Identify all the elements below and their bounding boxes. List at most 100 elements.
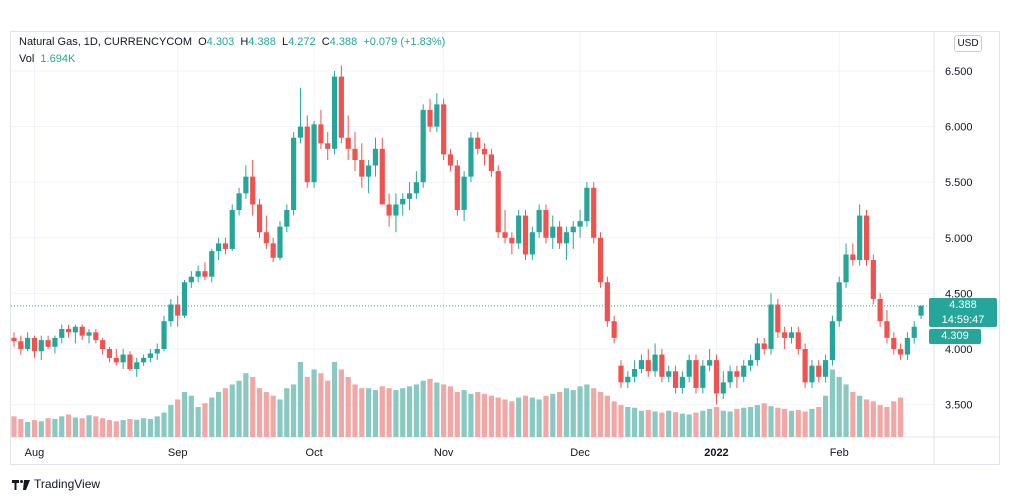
candle-body (86, 332, 92, 336)
volume-label[interactable]: Vol (19, 53, 35, 65)
candle-body (168, 304, 174, 322)
candle-body (904, 337, 911, 355)
candle-body (863, 215, 870, 261)
volume-bar (147, 418, 153, 437)
symbol-title[interactable]: Natural Gas, 1D, CURRENCYCOM (19, 36, 192, 48)
volume-bar (113, 421, 119, 437)
volume-bar (638, 410, 645, 437)
volume-bar (659, 412, 665, 437)
countdown-label: 14:59:47 (929, 313, 997, 327)
candle-body (202, 271, 208, 277)
candle-body (236, 193, 242, 210)
candle-body (570, 226, 576, 233)
candle-body (870, 260, 876, 299)
volume-bar (372, 390, 379, 437)
candle-body (195, 271, 201, 277)
volume-bar (775, 407, 781, 437)
candle-body (734, 371, 740, 377)
volume-bar (611, 401, 617, 437)
volume-bar (666, 410, 672, 437)
candle-body (488, 154, 494, 172)
open-label: O (198, 36, 207, 48)
volume-bar (434, 382, 440, 437)
candle-body (318, 124, 324, 144)
candle-body (632, 369, 638, 377)
volume-bar (168, 405, 174, 437)
volume-bar (481, 393, 488, 437)
currency-button[interactable]: USD (954, 35, 982, 52)
volume-bar (672, 412, 679, 437)
volume-bars (11, 361, 904, 437)
candle-body (516, 215, 522, 244)
candle-body (461, 176, 467, 210)
volume-bar (522, 395, 529, 437)
candle-body (11, 337, 17, 342)
volume-bar (243, 373, 249, 437)
candle-body (413, 182, 419, 194)
secondary-price-label: 4.309 (929, 329, 981, 344)
candle-body (311, 124, 317, 183)
volume-bar (536, 399, 542, 437)
candle-body (38, 340, 44, 352)
volume-bar (884, 406, 890, 437)
volume-bar (761, 403, 767, 437)
change-value: +0.079 (+1.83%) (363, 36, 446, 48)
candle-body (93, 332, 99, 341)
open-value: 4.303 (206, 36, 235, 48)
candle-body (666, 371, 672, 377)
candle-body (659, 354, 665, 377)
candle-body (611, 321, 617, 338)
volume-bar (25, 421, 31, 437)
volume-bar (597, 391, 604, 437)
candle-body (297, 126, 304, 138)
candle-body (263, 232, 269, 244)
candle-body (522, 215, 529, 255)
volume-bar (345, 376, 351, 437)
volume-bar (188, 395, 194, 437)
volume-bar (488, 395, 494, 437)
volume-bar (843, 384, 849, 437)
candle-body (216, 243, 222, 252)
volume-bar (747, 406, 754, 437)
volume-bar (181, 391, 188, 437)
candle-body (372, 148, 379, 166)
volume-bar (829, 369, 835, 437)
candle-body (352, 148, 358, 160)
volume-bar (11, 416, 17, 437)
volume-bar (236, 380, 242, 437)
candle-body (713, 360, 720, 394)
volume-bar (707, 408, 713, 437)
volume-bar (79, 418, 85, 437)
volume-bar (529, 397, 535, 437)
y-tick-label: 6.500 (945, 66, 973, 78)
candle-body (625, 376, 631, 383)
volume-bar (550, 393, 556, 437)
volume-bar (379, 386, 385, 437)
brand-name[interactable]: TradingView (34, 477, 101, 491)
volume-bar (836, 376, 842, 437)
volume-bar (734, 408, 740, 437)
volume-bar (468, 393, 474, 437)
volume-bar (175, 399, 181, 437)
volume-bar (563, 388, 570, 437)
candle-body (447, 154, 454, 166)
candle-body (147, 353, 153, 358)
candle-body (291, 137, 297, 210)
y-axis: 3.500 4.000 4.500 5.000 5.500 6.000 6.500 (945, 66, 973, 412)
candle-body (884, 321, 890, 338)
volume-bar (618, 405, 624, 437)
high-value: 4.388 (248, 36, 276, 48)
x-axis: Aug Sep Oct Nov Dec 2022 Feb (25, 447, 849, 459)
volume-bar (686, 414, 692, 437)
candle-body (441, 104, 447, 155)
volume-bar (809, 408, 815, 437)
volume-bar (713, 406, 720, 437)
volume-bar (454, 391, 460, 437)
candle-body (386, 204, 392, 216)
volume-bar (591, 388, 597, 437)
candle-body (843, 254, 849, 283)
volume-bar (386, 388, 392, 437)
volume-bar (447, 386, 454, 437)
volume-bar (65, 414, 72, 437)
